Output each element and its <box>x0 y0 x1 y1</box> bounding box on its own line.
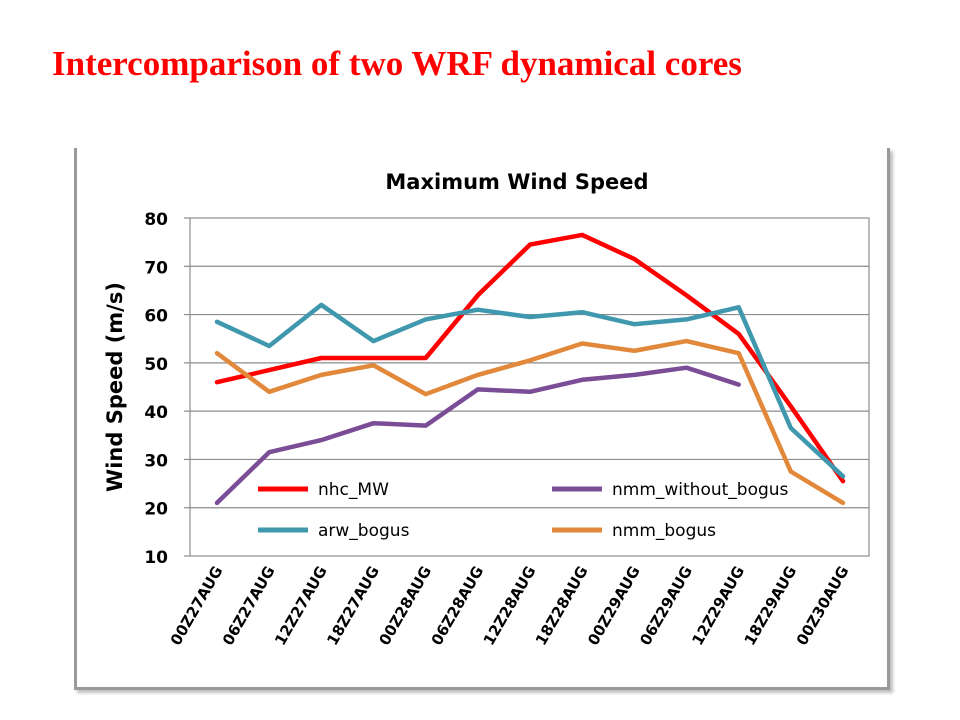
y-tick-label: 40 <box>144 403 168 423</box>
x-tick-label: 00Z30AUG <box>793 563 853 648</box>
x-tick-label: 06Z28AUG <box>428 563 488 648</box>
y-tick-label: 60 <box>144 307 168 327</box>
x-tick-label: 18Z29AUG <box>741 563 801 648</box>
y-axis-label: Wind Speed (m/s) <box>103 282 127 492</box>
x-tick-label: 06Z29AUG <box>636 563 696 648</box>
y-tick-label: 10 <box>144 548 168 568</box>
y-tick-label: 80 <box>144 210 168 230</box>
x-tick-label: 00Z27AUG <box>167 563 227 648</box>
x-tick-label: 18Z27AUG <box>323 563 383 648</box>
x-tick-label: 12Z28AUG <box>480 563 540 648</box>
x-tick-label: 00Z29AUG <box>584 563 644 648</box>
slide-title: Intercomparison of two WRF dynamical cor… <box>52 44 742 83</box>
legend-label: arw_bogus <box>318 521 410 541</box>
legend-label: nhc_MW <box>318 480 389 500</box>
y-tick-label: 70 <box>144 258 168 278</box>
x-tick-label: 00Z28AUG <box>375 563 435 648</box>
y-tick-label: 20 <box>144 500 168 520</box>
y-tick-label: 50 <box>144 355 168 375</box>
series-line-nmm-bogus <box>214 338 846 506</box>
legend-label: nmm_bogus <box>612 521 716 541</box>
chart-title: Maximum Wind Speed <box>385 170 648 194</box>
plot-area <box>189 217 870 557</box>
x-tick-label: 18Z28AUG <box>532 563 592 648</box>
x-tick-label: 06Z27AUG <box>219 563 279 648</box>
y-tick-label: 30 <box>144 451 168 471</box>
x-tick-label: 12Z27AUG <box>271 563 331 648</box>
legend-label: nmm_without_bogus <box>612 480 789 500</box>
chart-frame <box>74 148 890 690</box>
x-tick-label: 12Z29AUG <box>688 563 748 648</box>
